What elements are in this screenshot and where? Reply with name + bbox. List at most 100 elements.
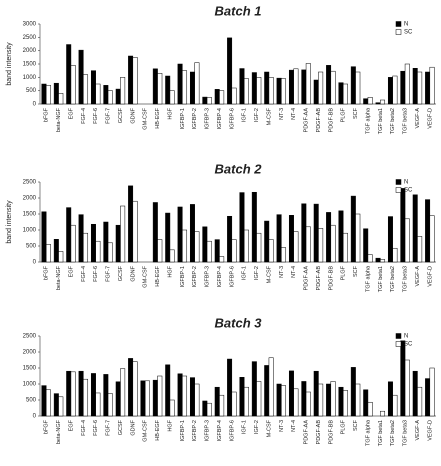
bar: [239, 377, 245, 417]
bar: [41, 385, 47, 417]
bar: [313, 370, 319, 417]
bar: [231, 87, 237, 105]
bar: [367, 97, 373, 105]
bar: [202, 96, 208, 105]
x-tick-label: TGF beta1: [378, 420, 384, 446]
bar: [330, 224, 336, 263]
bar: [301, 69, 307, 105]
x-tick-label: beta-NGF: [56, 419, 62, 444]
bar: [305, 226, 311, 263]
bar: [313, 203, 319, 263]
bar: [330, 70, 336, 105]
x-tick-label: TGF beta3: [403, 266, 409, 292]
x-tick-label: EGF: [68, 265, 74, 277]
bar: [425, 378, 431, 417]
bar: [305, 391, 311, 417]
x-tick-label: SCF: [353, 419, 359, 431]
x-tick-label: FGF-4: [81, 266, 87, 282]
legend-label: N: [404, 22, 408, 28]
y-tick-label: 1500: [23, 62, 37, 68]
x-tick-label: IGFBP-4: [217, 266, 223, 287]
bar: [194, 231, 200, 263]
y-tick-label: 500: [26, 244, 37, 250]
bar: [425, 199, 431, 263]
x-tick-label: FGF-7: [106, 420, 112, 436]
legend-label: SC: [404, 188, 413, 194]
bar: [41, 211, 47, 263]
bar: [107, 90, 113, 105]
bar: [330, 381, 336, 417]
x-tick-label: FGF-7: [106, 108, 112, 124]
y-tick-label: 500: [26, 398, 37, 404]
bar: [380, 259, 386, 263]
bar: [45, 244, 51, 263]
x-tick-label: PDGF-BB: [328, 108, 334, 133]
x-tick-label: M-CSF: [266, 265, 272, 283]
y-tick-label: 2000: [23, 48, 37, 54]
bar: [355, 383, 361, 417]
bar: [115, 224, 121, 263]
x-tick-label: SCF: [353, 107, 359, 119]
bar: [157, 375, 163, 417]
bar: [53, 239, 59, 263]
bar: [70, 224, 76, 263]
x-tick-label: M-CSF: [266, 107, 272, 125]
bar: [182, 70, 188, 105]
bar: [342, 232, 348, 263]
bar: [115, 88, 121, 105]
y-tick-label: 2500: [23, 35, 37, 41]
bar: [78, 214, 84, 263]
bar: [387, 216, 393, 263]
x-tick-label: bFGF: [44, 107, 50, 122]
bar: [387, 77, 393, 105]
x-tick-label: beta-NGF: [56, 265, 62, 290]
x-tick-label: TGF alpha: [365, 419, 371, 446]
x-tick-label: TGF beta2: [390, 420, 396, 446]
x-tick-label: VEGF-A: [415, 420, 421, 441]
x-tick-label: IGFBP-6: [229, 420, 235, 441]
x-tick-label: GDNF: [130, 107, 136, 123]
legend-swatch: [395, 21, 402, 27]
x-tick-label: IGF-2: [254, 420, 260, 434]
x-tick-label: IGF-1: [242, 420, 248, 434]
x-tick-label: IGFBP-1: [180, 108, 186, 129]
x-tick-label: FGF-4: [81, 108, 87, 124]
bar: [429, 215, 435, 263]
bar: [429, 367, 435, 417]
bar: [251, 72, 257, 105]
x-tick-label: bFGF: [44, 265, 50, 280]
bar: [367, 254, 373, 263]
x-tick-label: PLGF: [341, 107, 347, 122]
x-tick-label: VEGF-A: [415, 108, 421, 129]
bar: [58, 251, 64, 263]
y-tick-label: 1000: [23, 75, 37, 81]
bar: [120, 368, 126, 417]
bar: [194, 62, 200, 105]
y-tick-label: 1000: [23, 382, 37, 388]
x-tick-label: PLGF: [341, 265, 347, 280]
y-tick-label: 2500: [23, 180, 37, 186]
bar: [177, 373, 183, 417]
x-tick-label: IGFBP-3: [205, 420, 211, 441]
bar: [182, 229, 188, 263]
bar: [66, 44, 72, 105]
x-tick-label: TGF beta3: [403, 420, 409, 446]
bar: [412, 68, 418, 105]
bar: [268, 239, 274, 263]
y-tick-label: 500: [26, 88, 37, 94]
x-tick-label: HB-EGF: [155, 107, 161, 128]
bar: [132, 200, 138, 263]
legend-label: N: [404, 334, 408, 340]
x-tick-label: VEGF-A: [415, 266, 421, 287]
bar: [375, 102, 381, 105]
x-tick-label: NT-4: [291, 420, 297, 432]
bar: [281, 78, 287, 105]
bar: [425, 71, 431, 105]
bar: [132, 57, 138, 105]
bar: [206, 402, 212, 417]
bar: [165, 212, 171, 263]
bar: [429, 66, 435, 105]
bar: [363, 228, 369, 263]
x-tick-label: IGFBP-2: [192, 108, 198, 129]
